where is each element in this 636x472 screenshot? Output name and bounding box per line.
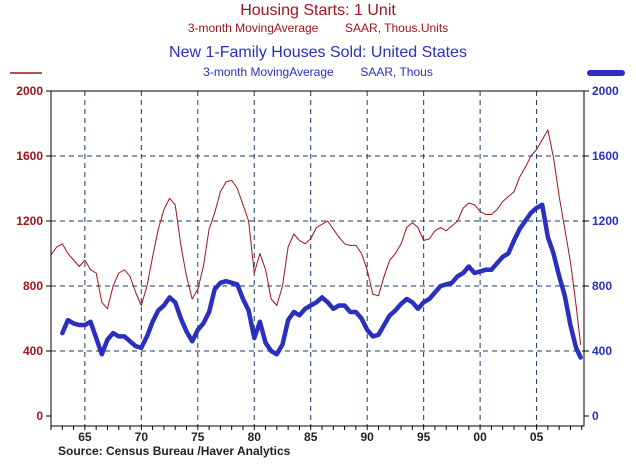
y-tick-label-left: 800 [23,279,43,293]
y-tick-label-right: 1600 [592,149,619,163]
series-lines [50,129,583,360]
y-tick-label-right: 800 [592,279,612,293]
series-line-new-homes-sold [60,202,583,360]
series2-subtitle: 3-month MovingAverage SAAR, Thous [203,65,433,79]
x-tick-label: 75 [191,430,205,444]
y-tick-label-left: 2000 [16,84,43,98]
y-tick-label-left: 1200 [16,214,43,228]
source-note: Source: Census Bureau /Haver Analytics [58,444,291,458]
x-tick-label: 65 [78,430,92,444]
series-line-housing-starts [50,129,582,345]
series2-title: New 1-Family Houses Sold: United States [169,44,467,61]
y-tick-label-right: 0 [592,409,599,423]
x-tick-label: 00 [473,430,487,444]
x-tick-label: 70 [135,430,149,444]
series1-subtitle: 3-month MovingAverage SAAR, Thous.Units [187,21,449,35]
y-tick-label-right: 2000 [592,84,619,98]
axis-ticks: 0 400 800 1200 1600 2000 0 400 800 1200 1600 2000 65… [16,84,619,444]
y-tick-label-left: 0 [36,409,43,423]
x-tick-label: 90 [361,430,375,444]
grid [51,91,584,426]
x-tick-label: 85 [304,430,318,444]
x-tick-label: 80 [248,430,262,444]
x-tick-label: 05 [530,430,544,444]
y-tick-label-right: 1200 [592,214,619,228]
plot-frame [50,90,585,427]
y-tick-label-left: 400 [23,344,43,358]
series1-title: Housing Starts: 1 Unit [240,2,396,19]
x-tick-label: 95 [417,430,431,444]
y-tick-label-left: 1600 [16,149,43,163]
y-tick-label-right: 400 [592,344,612,358]
